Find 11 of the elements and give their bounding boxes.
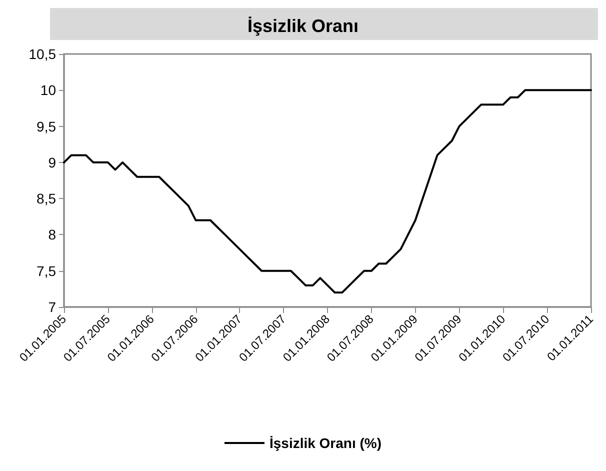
y-tick-label: 9 <box>48 154 56 170</box>
line-series <box>63 89 592 294</box>
y-tick-label: 9,5 <box>36 118 56 134</box>
y-tick-label: 7,5 <box>36 262 56 279</box>
y-tick-label: 8 <box>48 226 56 243</box>
legend-label: İşsizlik Oranı (%) <box>269 435 382 451</box>
y-tick-label: 7 <box>48 299 56 315</box>
y-tick-label: 8,5 <box>36 190 56 207</box>
y-tick-label: 10,5 <box>28 46 56 62</box>
y-tick-label: 10 <box>40 82 56 98</box>
chart-title: İşsizlik Oranı <box>247 16 359 36</box>
